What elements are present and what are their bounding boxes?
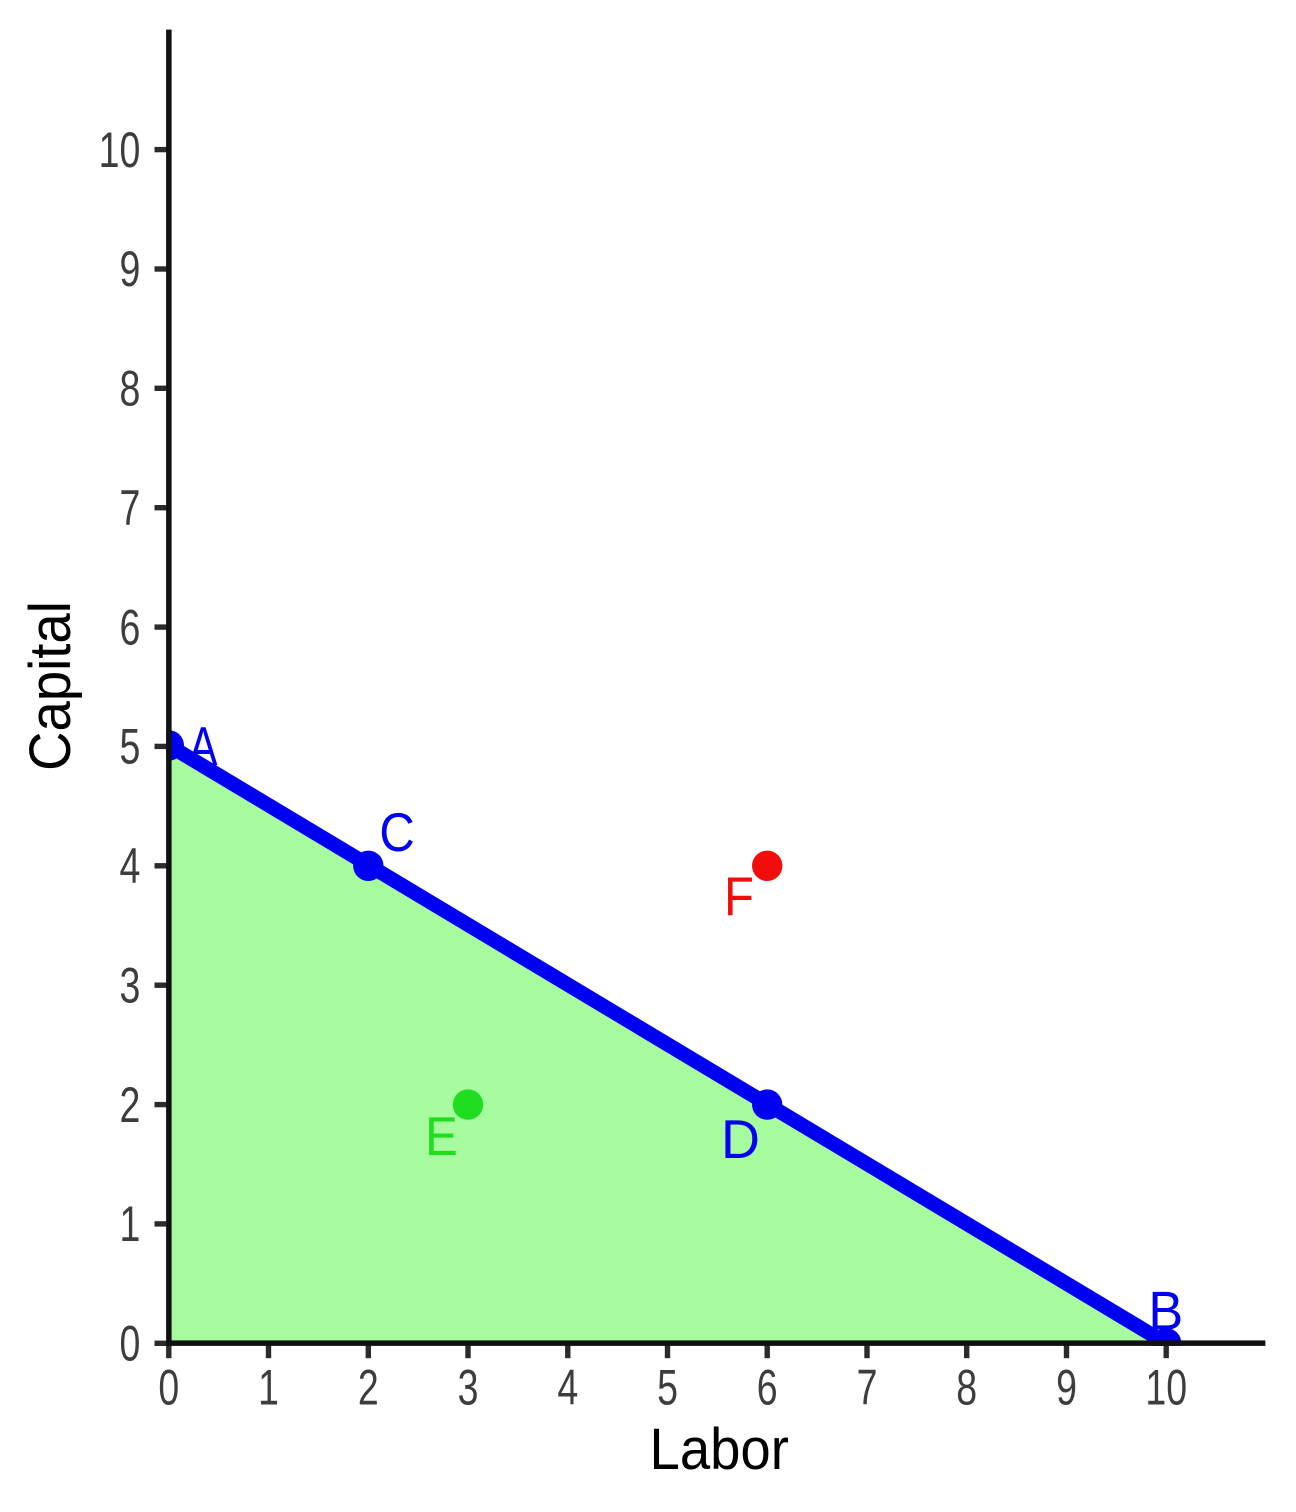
svg-text:9: 9 bbox=[1056, 1360, 1077, 1415]
svg-text:4: 4 bbox=[557, 1360, 578, 1415]
svg-text:4: 4 bbox=[119, 839, 140, 894]
svg-text:0: 0 bbox=[119, 1316, 140, 1371]
svg-text:6: 6 bbox=[119, 600, 140, 655]
svg-text:A: A bbox=[189, 716, 218, 777]
svg-text:B: B bbox=[1148, 1280, 1183, 1342]
svg-text:6: 6 bbox=[757, 1360, 778, 1415]
svg-text:2: 2 bbox=[119, 1078, 140, 1133]
svg-text:3: 3 bbox=[119, 958, 140, 1013]
svg-text:E: E bbox=[425, 1107, 458, 1168]
svg-text:3: 3 bbox=[458, 1360, 479, 1415]
svg-text:8: 8 bbox=[956, 1360, 977, 1415]
svg-text:0: 0 bbox=[158, 1360, 179, 1415]
svg-text:7: 7 bbox=[119, 481, 140, 536]
svg-text:5: 5 bbox=[119, 719, 140, 774]
svg-text:10: 10 bbox=[1145, 1360, 1187, 1415]
svg-text:Labor: Labor bbox=[650, 1416, 789, 1481]
svg-text:8: 8 bbox=[119, 361, 140, 416]
svg-text:Capital: Capital bbox=[18, 601, 83, 771]
svg-text:2: 2 bbox=[358, 1360, 379, 1415]
svg-text:D: D bbox=[721, 1109, 760, 1171]
svg-text:10: 10 bbox=[99, 123, 141, 178]
svg-text:1: 1 bbox=[258, 1360, 279, 1415]
svg-text:7: 7 bbox=[857, 1360, 878, 1415]
svg-text:C: C bbox=[379, 803, 414, 864]
svg-text:5: 5 bbox=[657, 1360, 678, 1415]
svg-text:1: 1 bbox=[119, 1197, 140, 1252]
svg-text:F: F bbox=[724, 867, 754, 928]
svg-text:9: 9 bbox=[119, 242, 140, 297]
